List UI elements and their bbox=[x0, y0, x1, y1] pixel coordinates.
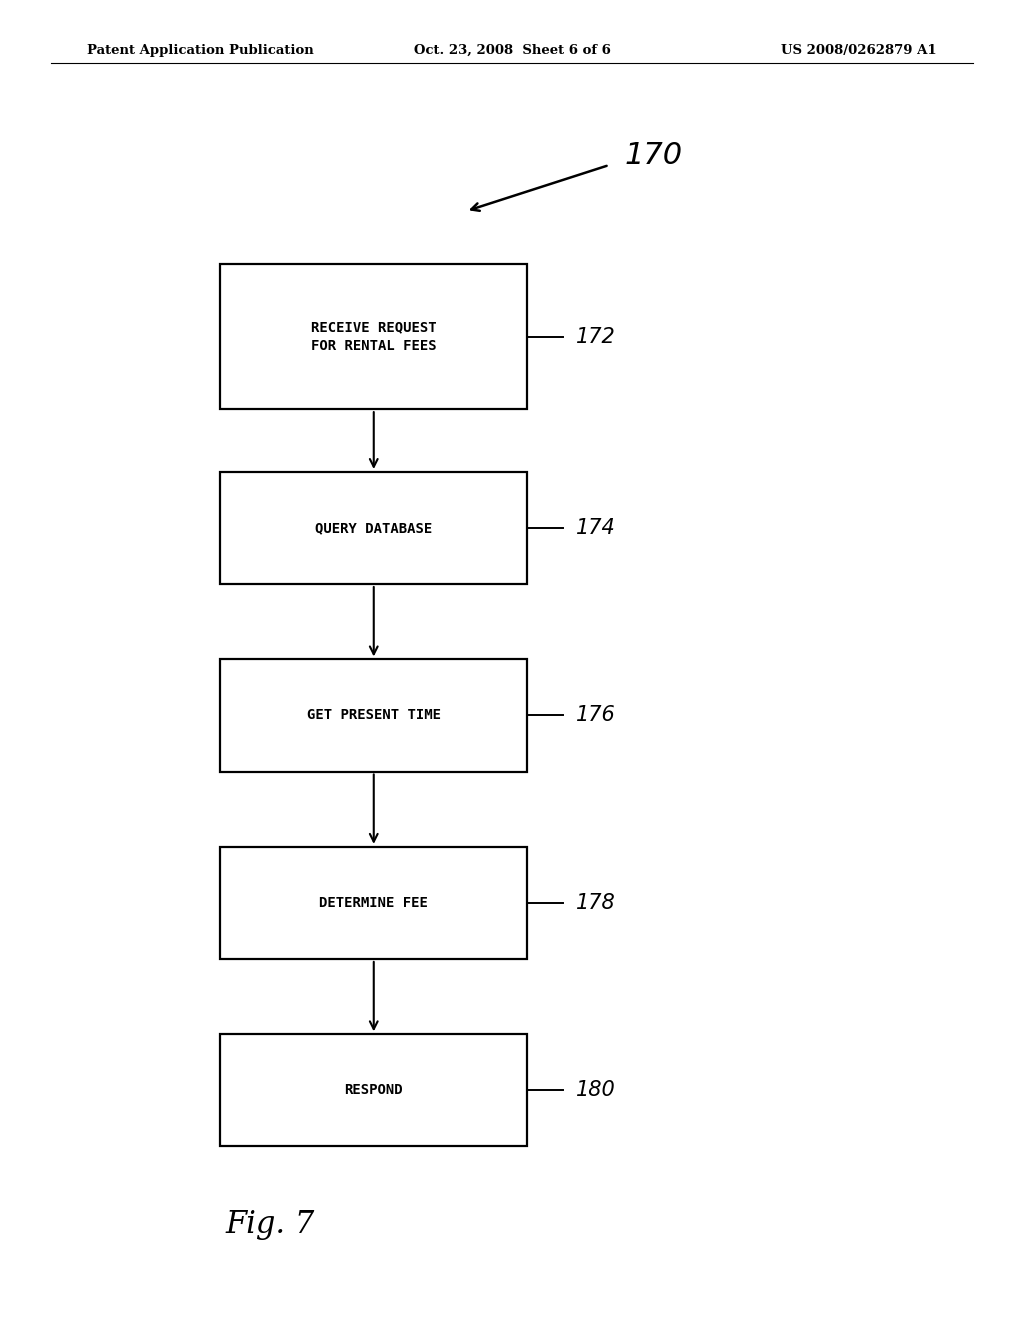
Text: 174: 174 bbox=[575, 517, 615, 539]
Text: 172: 172 bbox=[575, 326, 615, 347]
Bar bbox=[220, 659, 527, 771]
Text: 176: 176 bbox=[575, 705, 615, 726]
Text: RESPOND: RESPOND bbox=[344, 1084, 403, 1097]
Text: GET PRESENT TIME: GET PRESENT TIME bbox=[307, 709, 440, 722]
Bar bbox=[220, 847, 527, 958]
Text: Fig. 7: Fig. 7 bbox=[225, 1209, 314, 1241]
Text: DETERMINE FEE: DETERMINE FEE bbox=[319, 896, 428, 909]
Text: 170: 170 bbox=[625, 141, 683, 170]
Text: 180: 180 bbox=[575, 1080, 615, 1101]
Bar bbox=[220, 264, 527, 409]
Text: RECEIVE REQUEST
FOR RENTAL FEES: RECEIVE REQUEST FOR RENTAL FEES bbox=[311, 321, 436, 352]
Text: QUERY DATABASE: QUERY DATABASE bbox=[315, 521, 432, 535]
Text: Oct. 23, 2008  Sheet 6 of 6: Oct. 23, 2008 Sheet 6 of 6 bbox=[414, 44, 610, 57]
Bar bbox=[220, 1035, 527, 1146]
Text: US 2008/0262879 A1: US 2008/0262879 A1 bbox=[781, 44, 937, 57]
Text: Patent Application Publication: Patent Application Publication bbox=[87, 44, 313, 57]
Bar bbox=[220, 473, 527, 583]
Text: 178: 178 bbox=[575, 892, 615, 913]
